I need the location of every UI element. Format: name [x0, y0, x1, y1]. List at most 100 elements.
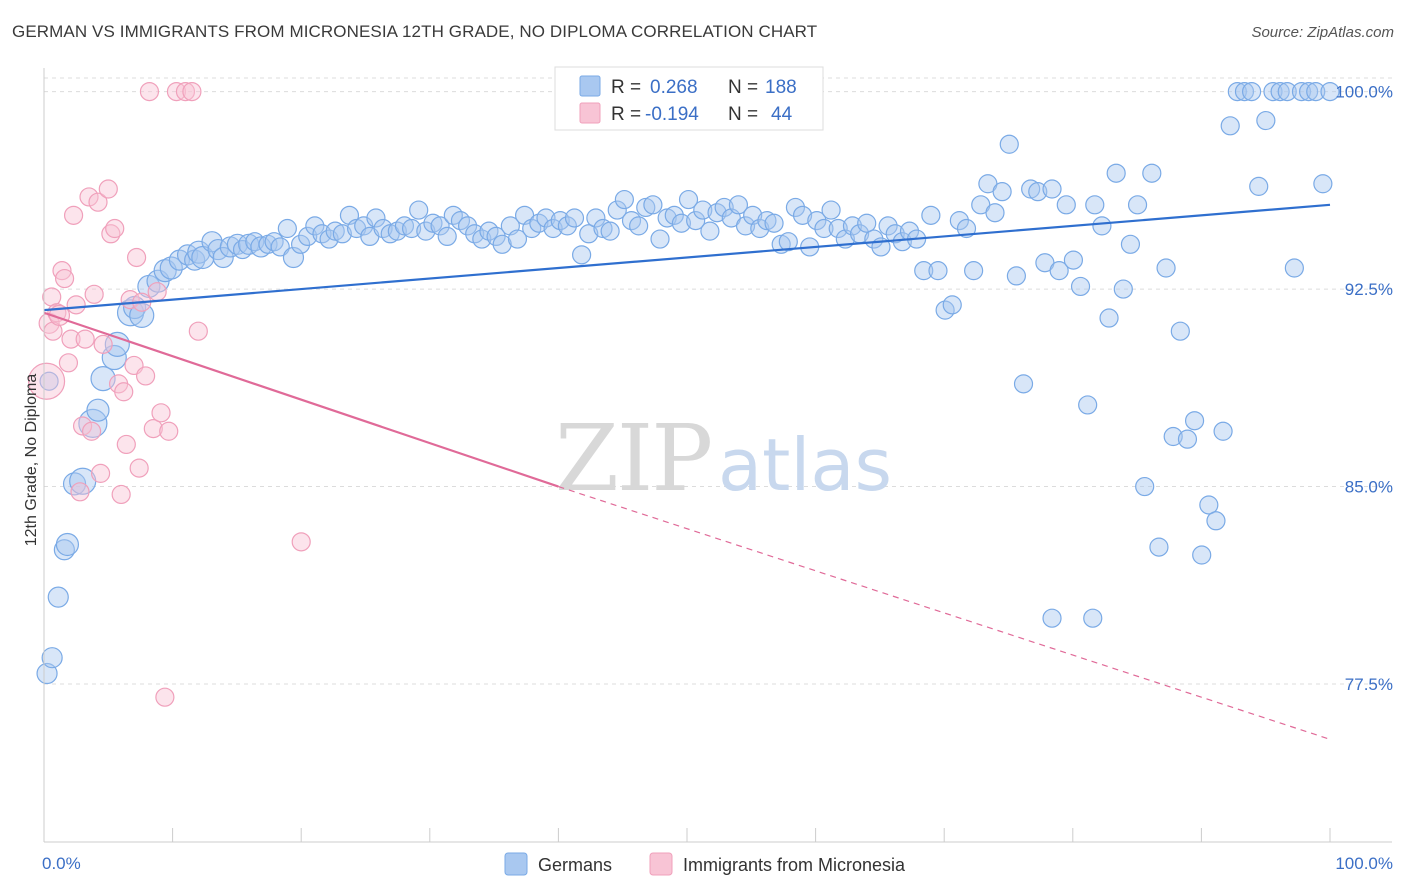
trend-layer — [43, 203, 1331, 740]
y-tick-label: 85.0% — [1345, 478, 1393, 497]
point-germans — [1291, 81, 1312, 102]
bottom-legend-swatch-germans — [504, 852, 528, 876]
legend-n-label-1: N = — [728, 77, 758, 98]
point-germans — [1006, 266, 1026, 286]
point-germans — [643, 195, 663, 215]
axis-layer: 100.0% 92.5% 85.0% 77.5% 0.0% 100.0% — [42, 68, 1393, 873]
point-germans — [942, 295, 962, 315]
point-germans — [821, 200, 841, 220]
point-germans — [985, 203, 1005, 223]
bottom-legend-germans: Germans — [538, 855, 612, 875]
point-germans — [416, 221, 436, 241]
point-germans — [629, 216, 649, 236]
legend-n-value-1: 188 — [765, 77, 797, 98]
point-germans — [650, 229, 670, 249]
point-germans — [1320, 81, 1340, 102]
point-micronesia — [182, 81, 202, 102]
point-germans — [212, 246, 234, 269]
point-germans — [999, 134, 1019, 154]
point-micronesia — [98, 179, 118, 199]
point-germans — [921, 205, 941, 225]
point-germans — [1277, 81, 1297, 102]
point-germans — [104, 331, 130, 357]
point-germans — [1156, 258, 1176, 278]
legend-n-label-2: N = — [728, 104, 758, 125]
point-germans — [764, 213, 784, 233]
point-micronesia — [81, 421, 102, 441]
point-germans — [1184, 411, 1205, 431]
point-germans — [828, 218, 848, 239]
point-germans — [928, 261, 948, 281]
point-micronesia — [135, 366, 156, 386]
point-micronesia — [54, 268, 75, 289]
legend-r-value-2: -0.194 — [645, 104, 699, 125]
legend-bottom: Germans Immigrants from Micronesia — [504, 852, 906, 876]
point-germans — [226, 233, 249, 255]
point-germans — [1234, 81, 1255, 102]
point-germans — [1220, 116, 1240, 136]
legend-swatch-germans — [579, 75, 601, 97]
point-germans — [792, 205, 813, 225]
watermark-atlas: atlas — [718, 423, 892, 507]
point-micronesia — [27, 362, 66, 400]
point-germans — [409, 200, 429, 220]
points-layer — [27, 81, 1340, 707]
point-germans — [1135, 476, 1155, 497]
point-germans — [992, 182, 1012, 202]
point-germans — [686, 211, 706, 231]
point-germans — [664, 205, 684, 225]
point-germans — [62, 472, 87, 496]
point-germans — [885, 224, 905, 244]
point-germans — [1149, 537, 1169, 557]
watermark-zip: ZIP — [555, 405, 711, 512]
point-micronesia — [159, 421, 179, 441]
point-germans — [1249, 176, 1269, 196]
point-micronesia — [139, 81, 160, 102]
point-germans — [807, 211, 827, 231]
point-germans — [1270, 81, 1290, 102]
point-germans — [36, 662, 58, 685]
point-micronesia — [88, 192, 108, 212]
y-axis-title: 12th Grade, No Diploma — [23, 374, 40, 547]
point-germans — [78, 408, 108, 438]
point-germans — [579, 224, 599, 244]
point-germans — [86, 398, 110, 422]
point-germans — [1256, 110, 1276, 131]
point-micronesia — [116, 434, 136, 455]
point-micronesia — [147, 282, 167, 302]
point-germans — [1049, 261, 1069, 281]
point-germans — [1120, 234, 1141, 254]
point-micronesia — [291, 532, 311, 552]
point-germans — [277, 218, 297, 239]
point-germans — [814, 218, 834, 239]
point-germans — [1263, 81, 1283, 102]
point-germans — [290, 234, 311, 254]
point-micronesia — [101, 224, 121, 244]
point-micronesia — [143, 419, 163, 439]
point-germans — [1241, 81, 1262, 102]
point-micronesia — [90, 463, 111, 483]
point-micronesia — [52, 261, 72, 281]
point-micronesia — [93, 334, 113, 354]
point-germans — [1177, 429, 1198, 449]
point-micronesia — [63, 205, 84, 225]
point-micronesia — [105, 218, 125, 239]
point-germans — [735, 216, 756, 236]
point-micronesia — [155, 687, 175, 707]
point-germans — [1142, 163, 1162, 183]
legend-r-label-1: R = — [611, 77, 641, 98]
point-micronesia — [126, 247, 147, 268]
point-germans — [1042, 608, 1062, 628]
point-germans — [1063, 250, 1084, 270]
point-germans — [159, 256, 183, 280]
y-tick-label: 77.5% — [1345, 675, 1393, 694]
point-germans — [914, 261, 934, 281]
point-germans — [564, 208, 585, 228]
trend-line-micronesia — [43, 311, 559, 488]
x-tick-label: 100.0% — [1335, 854, 1393, 873]
trend-line-micronesia-extension — [558, 485, 1331, 740]
x-tick-label: 0.0% — [42, 854, 81, 873]
point-germans — [437, 226, 457, 247]
legend-top: R = 0.268 N = 188 R = -0.194 N = 44 — [554, 66, 824, 131]
point-micronesia — [72, 416, 93, 436]
